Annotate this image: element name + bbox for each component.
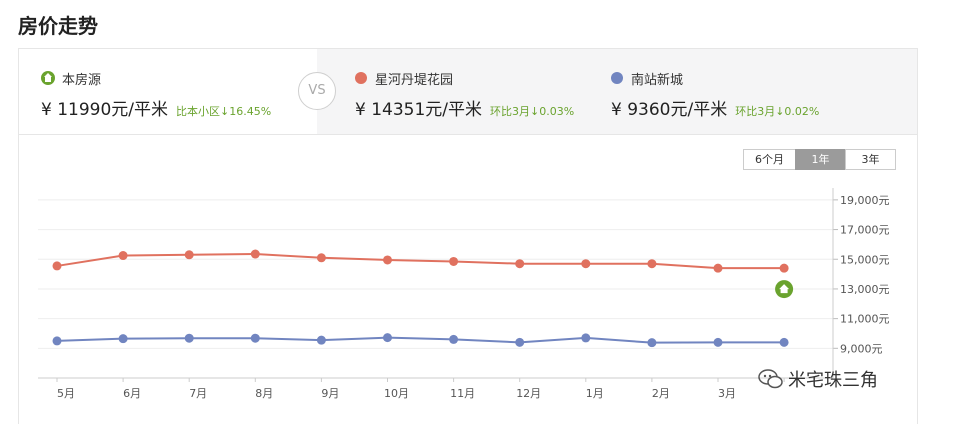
tab-6-months[interactable]: 6个月: [743, 149, 796, 170]
x-tick-label: 5月: [57, 387, 75, 400]
card-name: 星河丹堤花园: [375, 72, 454, 88]
card-price: ¥ 9360元/平米: [611, 100, 728, 120]
watermark: 米宅珠三角: [758, 366, 878, 392]
y-tick-label: 13,000元: [840, 283, 890, 296]
data-point: [184, 250, 194, 260]
compare-bar-background: [317, 49, 917, 134]
card-community: 星河丹堤花园 ¥ 14351元/平米 环比3月↓0.03%: [355, 69, 575, 120]
data-point: [779, 263, 789, 273]
series-dot-icon: [355, 72, 367, 84]
period-selector: 6个月 1年 3年: [743, 149, 896, 170]
page-title: 房价走势: [18, 14, 98, 38]
data-point: [515, 337, 525, 347]
data-point: [383, 333, 392, 343]
card-change: 环比3月↓0.02%: [735, 105, 820, 118]
data-point: [713, 263, 723, 273]
x-tick-label: 10月: [384, 387, 409, 400]
x-tick-label: 2月: [652, 387, 670, 400]
home-icon: [779, 284, 790, 294]
card-price: ¥ 11990元/平米: [41, 100, 169, 120]
card-this-listing: 本房源 ¥ 11990元/平米 比本小区↓16.45%: [41, 69, 272, 120]
y-tick-label: 11,000元: [840, 313, 890, 326]
data-point: [449, 256, 459, 266]
x-tick-label: 8月: [255, 387, 273, 400]
vs-badge: VS: [298, 72, 336, 110]
x-tick-label: 9月: [321, 387, 339, 400]
data-point: [250, 333, 260, 343]
data-point: [316, 335, 326, 345]
x-tick-label: 3月: [718, 387, 736, 400]
x-tick-label: 7月: [189, 387, 207, 400]
card-name: 本房源: [62, 72, 102, 88]
data-point: [713, 337, 723, 347]
wechat-icon: [758, 369, 783, 389]
card-change: 环比3月↓0.03%: [490, 105, 575, 118]
price-trend-panel: 本房源 ¥ 11990元/平米 比本小区↓16.45% VS 星河丹堤花园 ¥ …: [18, 48, 918, 424]
x-tick-label: 1月: [586, 387, 604, 400]
home-icon: [41, 71, 55, 85]
series-line: [56, 253, 785, 270]
series-line: [56, 336, 785, 344]
data-point: [779, 337, 789, 347]
data-point: [118, 334, 128, 344]
data-point: [52, 336, 62, 346]
data-point: [515, 259, 525, 269]
y-tick-label: 9,000元: [840, 342, 883, 355]
data-point: [581, 333, 591, 343]
x-tick-label: 6月: [123, 387, 141, 400]
series-dot-icon: [611, 72, 623, 84]
tab-3-years[interactable]: 3年: [845, 149, 896, 170]
y-tick-label: 15,000元: [840, 253, 890, 266]
card-price: ¥ 14351元/平米: [355, 100, 483, 120]
x-tick-label: 11月: [450, 387, 475, 400]
data-point: [647, 338, 657, 348]
data-point: [449, 334, 459, 344]
data-point: [383, 255, 392, 265]
data-point: [52, 261, 62, 271]
data-point: [316, 253, 326, 263]
data-point: [118, 251, 128, 261]
watermark-text: 米宅珠三角: [788, 370, 878, 391]
data-point: [647, 259, 657, 269]
data-point: [581, 259, 591, 269]
card-name: 南站新城: [631, 72, 684, 88]
x-tick-label: 12月: [516, 387, 541, 400]
y-tick-label: 19,000元: [840, 194, 890, 207]
data-point: [250, 249, 260, 259]
card-district: 南站新城 ¥ 9360元/平米 环比3月↓0.02%: [611, 69, 820, 120]
y-tick-label: 17,000元: [840, 224, 890, 237]
compare-bar: 本房源 ¥ 11990元/平米 比本小区↓16.45% VS 星河丹堤花园 ¥ …: [19, 49, 917, 135]
data-point: [184, 333, 194, 343]
card-change: 比本小区↓16.45%: [176, 105, 272, 118]
